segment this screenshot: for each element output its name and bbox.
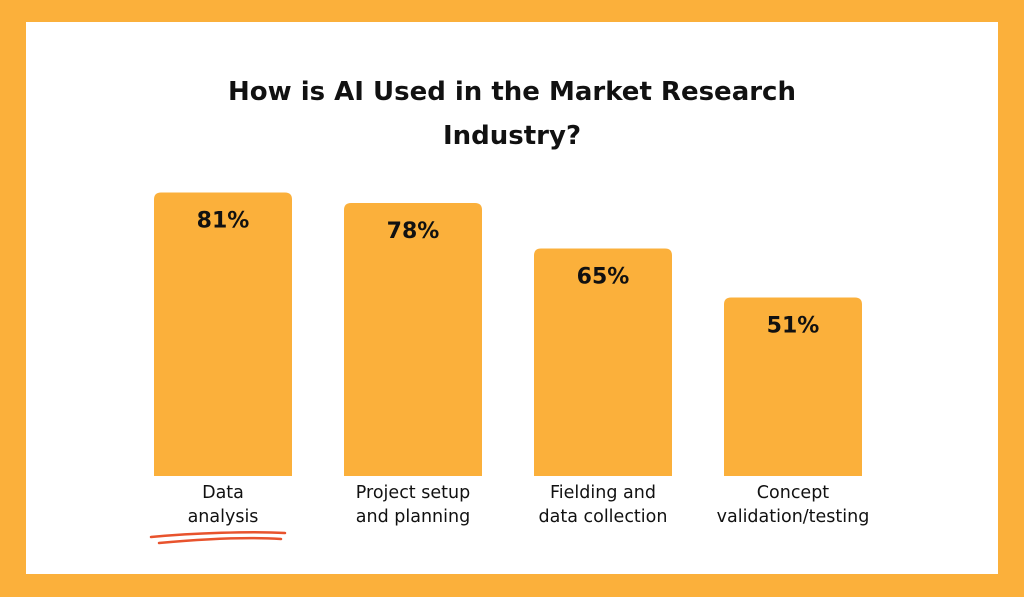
bar-4 [724,297,862,476]
chart-title-line-2: Industry? [442,121,582,151]
category-label-2-line-1: Project setup [356,483,470,503]
category-label-1-line-1: Data [202,483,244,503]
bar-1 [154,192,292,476]
chart-title-line-1: How is AI Used in the Market Research [228,77,796,107]
chart-card: How is AI Used in the Market Research In… [26,22,998,574]
bar-value-label-1: 81% [197,209,250,234]
category-label-3-line-1: Fielding and [550,483,656,503]
bar-value-label-2: 78% [387,219,440,244]
bar-2 [344,203,482,476]
category-label-1-line-2: analysis [188,507,259,527]
bar-chart: 81% Data analysis 78% Project setup and plann… [149,192,870,545]
bar-value-label-3: 65% [577,265,630,290]
bar-value-label-4: 51% [767,314,820,339]
highlight-underline [149,530,287,545]
category-label-2-line-2: and planning [356,507,470,527]
category-label-3-line-2: data collection [539,507,668,527]
category-label-4-line-1: Concept [757,483,830,503]
category-label-4-line-2: validation/testing [717,507,870,527]
bar-3 [534,248,672,476]
chart-title: How is AI Used in the Market Research In… [26,70,998,158]
